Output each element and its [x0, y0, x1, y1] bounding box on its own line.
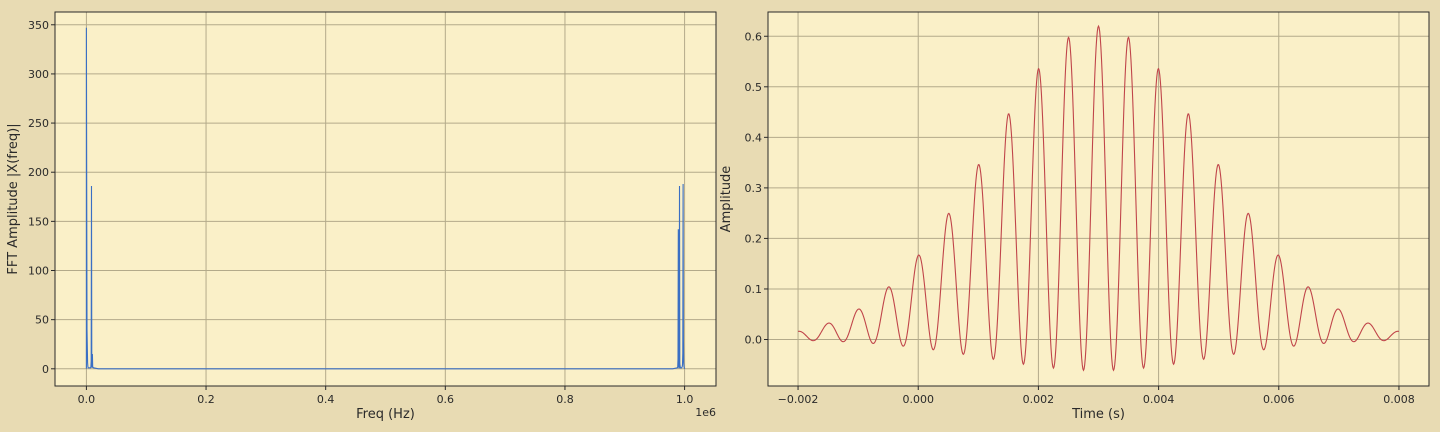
- time-series-line: [797, 24, 1400, 372]
- fft-x-offset-label: 1e6: [695, 406, 716, 419]
- fft-ytick-label: 50: [35, 314, 49, 327]
- time-ytick-label: 0.0: [745, 334, 763, 347]
- fft-xlabel: Freq (Hz): [356, 407, 415, 422]
- fft-plot-frame: [54, 11, 717, 387]
- fft-xtick-label: 0.0: [78, 393, 96, 406]
- fft-ytick-label: 250: [28, 117, 49, 130]
- time-xlabel: Time (s): [1071, 407, 1125, 422]
- fft-ytick-label: 350: [28, 19, 49, 32]
- fft-xtick-label: 1.0: [676, 393, 694, 406]
- time-xtick-label: 0.000: [902, 393, 934, 406]
- time-xtick-label: 0.002: [1023, 393, 1055, 406]
- fft-xtick-label: 0.6: [437, 393, 455, 406]
- time-xtick-label: −0.002: [778, 393, 819, 406]
- time-plot-area: [768, 12, 1429, 386]
- time-plot-frame: [767, 11, 1430, 387]
- fft-ytick-label: 150: [28, 215, 49, 228]
- time-ytick-label: 0.5: [745, 81, 763, 94]
- time-xtick-label: 0.004: [1143, 393, 1175, 406]
- fft-xtick-label: 0.8: [556, 393, 574, 406]
- time-xtick-label: 0.006: [1263, 393, 1295, 406]
- fft-ytick-label: 100: [28, 265, 49, 278]
- time-ytick-label: 0.4: [745, 131, 763, 144]
- fft-ylabel: FFT Amplitude |X(freq)|: [6, 123, 21, 274]
- time-ytick-label: 0.1: [745, 283, 763, 296]
- time-ytick-label: 0.2: [745, 232, 763, 245]
- time-ytick-label: 0.3: [745, 182, 763, 195]
- fft-plot-area: [55, 12, 716, 386]
- fft-ytick-label: 0: [42, 363, 49, 376]
- fft-ytick-label: 300: [28, 68, 49, 81]
- fft-series-line: [85, 27, 686, 370]
- fft-ytick-label: 200: [28, 166, 49, 179]
- fft-chart: 0.0 0.2 0.4 0.6 0.8 1.0 0 50 100 150 200 250 300 350 F…: [6, 11, 717, 422]
- time-ytick-label: 0.6: [745, 30, 763, 43]
- time-xtick-label: 0.008: [1383, 393, 1415, 406]
- fft-xtick-label: 0.4: [317, 393, 335, 406]
- time-chart: −0.002 0.000 0.002 0.004 0.006 0.008 0.0 0.1 0.2…: [719, 11, 1430, 422]
- fft-xtick-label: 0.2: [197, 393, 215, 406]
- time-ylabel: Amplitude: [719, 166, 734, 233]
